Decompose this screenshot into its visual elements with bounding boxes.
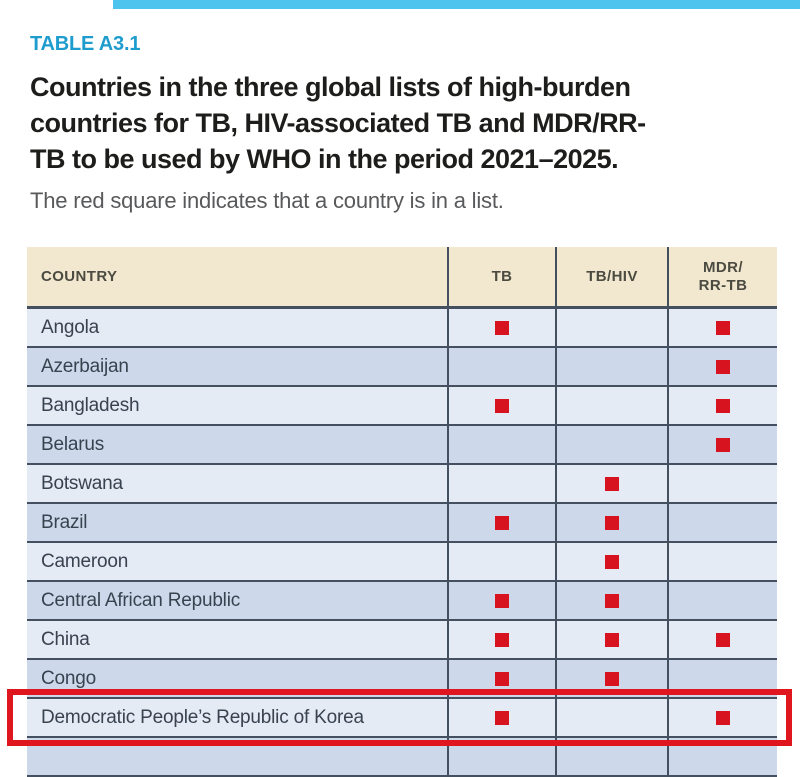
tbhiv-cell: [555, 504, 667, 541]
table-row: Azerbaijan: [27, 348, 777, 387]
in-list-marker: [495, 710, 509, 725]
country-cell: Angola: [41, 316, 99, 338]
in-list-marker: [605, 632, 619, 647]
country-cell: Botswana: [41, 472, 123, 494]
in-list-marker: [495, 320, 509, 335]
tbhiv-cell: [555, 543, 667, 580]
mdr-cell: [667, 543, 777, 580]
mdr-cell: [667, 660, 777, 697]
mdr-cell: [667, 387, 777, 424]
tbhiv-cell: [555, 426, 667, 463]
table-row: Bangladesh: [27, 387, 777, 426]
tbhiv-cell: [555, 582, 667, 619]
tbhiv-cell: [555, 465, 667, 502]
column-header-country: COUNTRY: [41, 267, 118, 285]
tb-cell: [447, 465, 555, 502]
table-header-row: COUNTRY TB TB/HIV MDR/ RR-TB: [27, 247, 777, 309]
column-header-mdr-rrtb: MDR/ RR-TB: [667, 247, 777, 306]
tbhiv-cell: [555, 621, 667, 658]
country-cell: Belarus: [41, 433, 105, 455]
tb-cell: [447, 504, 555, 541]
table-row: Congo: [27, 660, 777, 699]
country-cell: [27, 738, 447, 775]
country-cell: Democratic People’s Republic of Korea: [41, 706, 364, 728]
page-title-line-3: TB to be used by WHO in the period 2021–…: [30, 144, 619, 174]
tb-cell: [447, 699, 555, 736]
in-list-marker: [495, 515, 509, 530]
in-list-marker: [716, 320, 730, 335]
tb-cell: [447, 426, 555, 463]
mdr-cell: [667, 426, 777, 463]
table-row: Botswana: [27, 465, 777, 504]
table-row: Angola: [27, 309, 777, 348]
in-list-marker: [495, 593, 509, 608]
table-row: Cameroon: [27, 543, 777, 582]
in-list-marker: [495, 398, 509, 413]
tb-cell: [447, 309, 555, 346]
country-cell: China: [41, 628, 90, 650]
table-row: Brazil: [27, 504, 777, 543]
mdr-cell: [667, 582, 777, 619]
country-cell: Azerbaijan: [41, 355, 129, 377]
in-list-marker: [716, 710, 730, 725]
page-title-line-1: Countries in the three global lists of h…: [30, 72, 631, 102]
mdr-cell: [667, 699, 777, 736]
page-title-line-2: countries for TB, HIV-associated TB and …: [30, 108, 646, 138]
table-label: TABLE A3.1: [30, 33, 141, 55]
country-cell: Bangladesh: [41, 394, 140, 416]
tb-cell: [447, 660, 555, 697]
mdr-cell: [667, 348, 777, 385]
mdr-cell: [667, 504, 777, 541]
tbhiv-cell: [555, 660, 667, 697]
tbhiv-cell: [555, 309, 667, 346]
table-row: Central African Republic: [27, 582, 777, 621]
tb-cell: [447, 387, 555, 424]
table-row: China: [27, 621, 777, 660]
in-list-marker: [716, 437, 730, 452]
table-row: Belarus: [27, 426, 777, 465]
tb-cell: [447, 543, 555, 580]
mdr-cell: [667, 465, 777, 502]
in-list-marker: [605, 593, 619, 608]
page-title: Countries in the three global lists of h…: [30, 69, 790, 177]
table-row: [27, 738, 777, 777]
mdr-cell: [667, 309, 777, 346]
tb-cell: [447, 582, 555, 619]
in-list-marker: [605, 515, 619, 530]
in-list-marker: [495, 671, 509, 686]
table-body: Angola Azerbaijan Bangladesh Belarus Botswan…: [7, 309, 792, 777]
mdr-cell: [667, 621, 777, 658]
table-row: Democratic People’s Republic of Korea: [7, 689, 792, 746]
column-header-tb: TB: [447, 247, 555, 306]
in-list-marker: [605, 476, 619, 491]
country-cell: Central African Republic: [41, 589, 241, 611]
burden-table: COUNTRY TB TB/HIV MDR/ RR-TB Angola Azerb…: [7, 247, 792, 777]
tb-cell: [447, 621, 555, 658]
table-caption: The red square indicates that a country …: [30, 188, 504, 213]
tbhiv-cell: [555, 699, 667, 736]
country-cell: Brazil: [41, 511, 88, 533]
mdr-cell: [667, 738, 777, 775]
column-header-tbhiv: TB/HIV: [555, 247, 667, 306]
tbhiv-cell: [555, 387, 667, 424]
tb-cell: [447, 348, 555, 385]
in-list-marker: [716, 359, 730, 374]
country-cell: Cameroon: [41, 550, 129, 572]
in-list-marker: [716, 398, 730, 413]
header-block: TABLE A3.1 Countries in the three global…: [30, 33, 790, 214]
in-list-marker: [495, 632, 509, 647]
top-accent-bar: [113, 0, 800, 9]
in-list-marker: [605, 671, 619, 686]
tbhiv-cell: [555, 738, 667, 775]
in-list-marker: [716, 632, 730, 647]
tbhiv-cell: [555, 348, 667, 385]
in-list-marker: [605, 554, 619, 569]
country-cell: Congo: [41, 667, 96, 689]
tb-cell: [447, 738, 555, 775]
